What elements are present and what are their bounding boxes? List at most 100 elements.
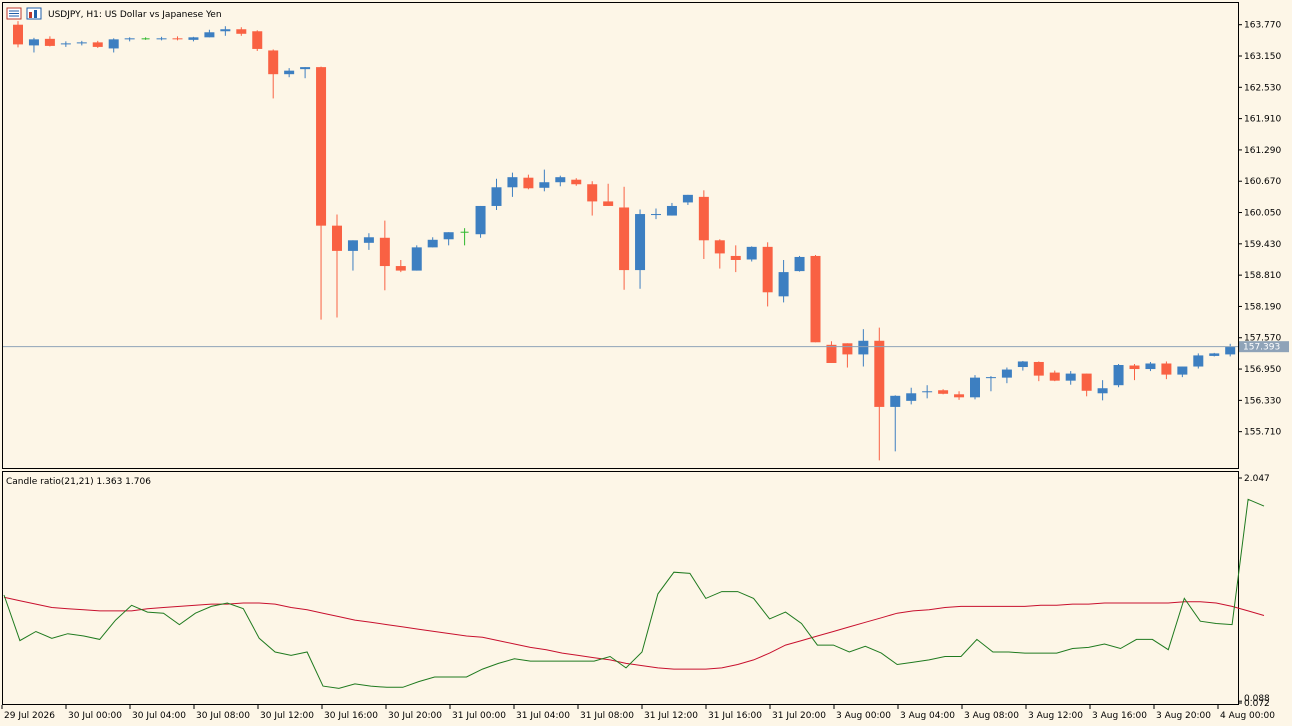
candle [842,343,853,368]
candle [475,205,486,238]
candle-body [842,343,853,355]
indicator-title: Candle ratio(21,21) 1.363 1.706 [6,477,151,487]
candle-body [1081,373,1092,391]
candle [236,27,247,36]
indicator-tick-label: 2.047 [1244,474,1270,484]
candle-body [587,184,598,202]
candle [571,178,582,186]
candle-body [204,32,215,38]
candle-body [794,256,805,272]
candle-body [172,38,183,40]
candle-body [1193,355,1204,367]
candle [1193,353,1204,369]
candle [141,37,150,40]
candle-body [1065,373,1076,381]
candle-body [28,39,39,46]
time-tick-label: 30 Jul 04:00 [132,711,186,721]
candle-body [651,214,661,216]
candle [682,194,693,205]
candle [1161,361,1172,380]
candle [124,37,135,42]
price-tick-label: 160.670 [1244,177,1281,187]
candle-body [1033,361,1044,376]
time-tick-label: 30 Jul 16:00 [324,711,378,721]
price-tick-label: 155.710 [1244,428,1281,438]
candle-body [778,272,789,297]
candle-body [363,237,374,243]
symbol-list-icon[interactable] [6,7,22,20]
candles [13,21,1236,461]
candle-body [188,37,199,40]
price-tick-label: 163.770 [1244,21,1281,31]
candle [379,220,390,291]
candle [395,259,406,273]
candle [411,245,422,271]
price-tick-label: 159.430 [1244,240,1281,250]
time-tick-label: 29 Jul 2026 [4,711,55,721]
candle-body [1097,388,1108,394]
price-axis: 163.770 163.150 162.530 161.910 161.290 160.6… [1238,21,1281,438]
candle-body [858,340,869,355]
chart-title: USDJPY, H1: US Dollar vs Japanese Yen [48,10,222,20]
price-tick-label: 163.150 [1244,52,1281,62]
candle-body [682,194,693,203]
candle-body [1017,361,1028,368]
candle-body [922,391,933,393]
time-axis: 29 Jul 2026 30 Jul 00:00 30 Jul 04:00 30 Ju… [1,705,1275,721]
candle [443,232,454,246]
time-tick-label: 31 Jul 12:00 [644,711,698,721]
candle [28,37,39,53]
candle [284,68,295,78]
candle [300,67,311,79]
candle [491,178,502,211]
candle-body [906,393,917,401]
candle-body [300,67,311,70]
candle [1177,366,1188,378]
candle-body [427,239,438,248]
candle [220,26,231,36]
price-pane-border [2,2,1239,469]
time-tick-label: 30 Jul 08:00 [196,711,250,721]
candle [938,389,949,395]
candle [762,242,773,307]
candle-body [1049,372,1060,381]
candle [1209,352,1220,357]
candle [1225,343,1236,357]
time-tick-label: 4 Aug 00:00 [1220,711,1275,721]
time-tick-label: 31 Jul 08:00 [580,711,634,721]
time-tick-label: 30 Jul 20:00 [388,711,442,721]
candle [603,183,614,206]
candle [794,255,805,272]
candle-body [619,207,630,271]
time-tick-label: 3 Aug 12:00 [1028,711,1083,721]
candle [970,375,980,400]
candle [268,49,279,99]
current-price-tag: 157.393 [1239,341,1289,353]
price-tick-label: 161.910 [1244,115,1281,125]
candle [539,169,550,192]
candle-body [746,246,757,260]
candle-body [1001,369,1012,378]
candle [523,174,534,190]
candle [1097,380,1108,401]
time-tick-label: 3 Aug 00:00 [836,711,891,721]
candle [1145,361,1156,372]
candle [13,21,23,48]
candle [172,36,183,41]
candle-body [236,29,247,34]
time-tick-label: 31 Jul 20:00 [772,711,826,721]
price-tick-label: 160.050 [1244,209,1281,219]
candle [347,240,358,271]
price-pane[interactable]: 163.770 163.150 162.530 161.910 161.290 160.6… [2,2,1290,469]
indicator-pane[interactable]: Candle ratio(21,21) 1.363 1.706 2.047 0.0… [2,471,1271,710]
candle-body [491,187,502,206]
candle [460,228,469,246]
svg-text:157.393: 157.393 [1243,343,1280,353]
candle [1049,370,1060,382]
chart-window-icon[interactable] [26,7,42,20]
candle [363,233,374,250]
candle [985,376,996,392]
price-tick-label: 156.330 [1244,396,1281,406]
